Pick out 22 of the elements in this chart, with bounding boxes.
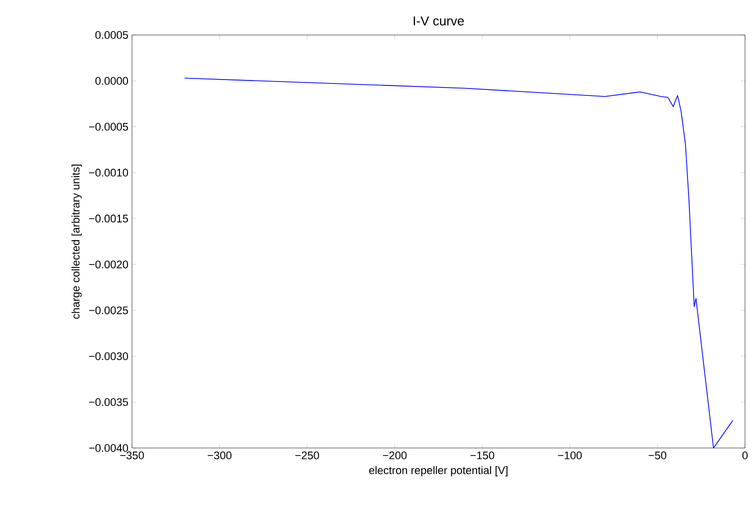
x-tick-label: −50 bbox=[648, 452, 666, 460]
y-tick-label: −0.0010 bbox=[89, 168, 128, 177]
chart-title: I-V curve bbox=[414, 16, 464, 26]
x-tick-label: −200 bbox=[382, 452, 407, 460]
x-tick-label: −350 bbox=[120, 452, 144, 460]
x-tick-label: −150 bbox=[470, 452, 494, 460]
y-tick-label: −0.0035 bbox=[89, 398, 128, 406]
x-tick-label: −300 bbox=[208, 452, 232, 460]
y-axis-title: charge collected [arbitrary units] bbox=[72, 164, 82, 319]
x-axis-title: electron repeller potential [V] bbox=[369, 466, 508, 476]
y-tick-label: 0.0005 bbox=[95, 31, 128, 39]
y-tick-label: −0.0040 bbox=[89, 444, 128, 452]
x-tick-label: 0 bbox=[742, 452, 748, 460]
line-series bbox=[184, 78, 734, 448]
x-tick-label: −250 bbox=[295, 452, 320, 460]
y-tick-label: −0.0005 bbox=[89, 122, 128, 131]
y-tick-label: −0.0025 bbox=[89, 306, 128, 314]
y-tick-label: 0.0000 bbox=[95, 77, 128, 85]
x-tick-label: −100 bbox=[558, 452, 582, 460]
y-tick-label: −0.0015 bbox=[89, 214, 128, 222]
y-tick-label: −0.0020 bbox=[89, 260, 128, 268]
y-tick-label: −0.0030 bbox=[89, 352, 128, 360]
